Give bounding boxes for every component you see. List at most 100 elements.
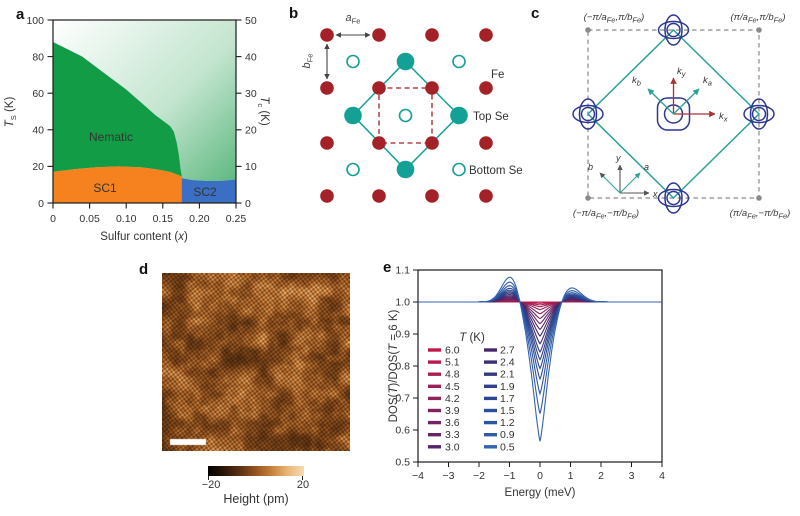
- dos-x-tick-label: −3: [443, 470, 455, 482]
- stm-topograph: [162, 273, 350, 451]
- fe-atom: [479, 28, 493, 42]
- a-axis-inset-label: a: [644, 162, 649, 172]
- dos-y-axis-label: DOS(T)/DOS(T = 6 K): [388, 309, 400, 422]
- sulfur-tick-label: 0.25: [226, 213, 247, 225]
- phase-ticks: 0 20 40 60 80 100 0 10 20 30 40 50 0 0.05 0.10 0.15 0.20…: [26, 15, 256, 225]
- kb-label: kb: [632, 75, 641, 88]
- panel-d-letter: d: [139, 261, 149, 278]
- fe-dashed-cell: [378, 87, 433, 144]
- legend-temperature-label: 6.0: [445, 345, 460, 357]
- legend-temperature-label: 4.5: [445, 381, 460, 393]
- a-axis-arrow: [619, 172, 641, 194]
- dos-y-tick-label: 0.5: [395, 457, 410, 469]
- electron-pocket-top: [657, 14, 690, 46]
- axes-inset: x y a b: [588, 153, 658, 199]
- fe-atom: [372, 136, 386, 150]
- fe-bz-diamond: [586, 28, 761, 200]
- fe-atom: [372, 189, 386, 203]
- b-axis-inset-label: b: [588, 162, 593, 172]
- fe-atom: [320, 28, 334, 42]
- legend-temperature-label: 5.1: [445, 357, 460, 369]
- fe-atom: [372, 81, 386, 95]
- panel-c-brillouin-zone: ky kx kb ka x y a b (−π/aFe,π/bFe) (π/aF…: [572, 12, 791, 221]
- legend-temperature-label: 1.7: [500, 393, 515, 405]
- ts-tick-label: 60: [32, 88, 44, 100]
- top-se-atom: [396, 160, 415, 179]
- sulfur-tick-label: 0.05: [79, 213, 100, 225]
- fe-atom: [320, 81, 334, 95]
- sc1-region: [53, 166, 182, 203]
- nematic-region: [53, 42, 182, 177]
- ts-tick-label: 80: [32, 51, 44, 63]
- dos-y-tick-label: 0.8: [395, 361, 410, 373]
- bz-corner-label-tr: (π/aFe,π/bFe): [730, 12, 785, 25]
- lattice-atoms: [320, 28, 493, 203]
- dos-x-tick-label: −1: [504, 470, 516, 482]
- b-fe-label: bFe: [301, 54, 315, 69]
- x-axis-inset-label: x: [652, 189, 658, 199]
- legend-temperature-label: 1.5: [500, 405, 515, 417]
- colorbar-title: Height (pm): [223, 492, 289, 506]
- y-axis-right-label: Tc (K): [256, 96, 270, 125]
- height-colorbar: [208, 466, 304, 476]
- electron-pocket-bottom: [657, 182, 690, 214]
- tc-tick-label: 20: [245, 125, 257, 137]
- legend-temperature-label: 2.7: [500, 345, 515, 357]
- tc-tick-label: 10: [245, 161, 257, 173]
- colorbar-tick-right: [302, 476, 303, 480]
- legend-temperature-label: 4.8: [445, 369, 460, 381]
- tc-tick-label: 0: [245, 198, 251, 210]
- dos-x-tick-label: −2: [473, 470, 485, 482]
- legend-temperature-label: 0.9: [500, 429, 515, 441]
- dos-y-tick-label: 0.6: [395, 425, 410, 437]
- ka-label: ka: [703, 75, 712, 88]
- panel-b-letter: b: [289, 5, 299, 22]
- ts-tick-label: 0: [38, 198, 44, 210]
- tc-tick-label: 40: [245, 51, 257, 63]
- dos-x-tick-label: 2: [598, 470, 604, 482]
- colorbar-max-label: 20: [296, 479, 310, 491]
- legend-temperature-label: 1.9: [500, 381, 515, 393]
- electron-pocket-right: [743, 98, 775, 130]
- ts-tick-label: 20: [32, 161, 44, 173]
- bottom-se-atom: [346, 162, 360, 177]
- sc2-region: [181, 178, 236, 203]
- dos-dynamic: 0.5 0.6 0.7 0.8 0.9 1.0 1.1 −4 −3 −2 −1 0 1 2 3 4 6.05.1…: [395, 265, 665, 483]
- fe-atom: [372, 28, 386, 42]
- top-se-legend-label: Top Se: [473, 111, 509, 123]
- legend-temperature-label: 3.6: [445, 417, 460, 429]
- sulfur-tick-label: 0.20: [189, 213, 210, 225]
- bottom-se-atom: [346, 54, 360, 69]
- tc-tick-label: 30: [245, 88, 257, 100]
- dos-x-tick-label: 3: [629, 470, 635, 482]
- fe-legend-label: Fe: [491, 69, 504, 81]
- dos-x-axis-label: Energy (meV): [505, 487, 576, 499]
- fe-atom: [320, 189, 334, 203]
- bz-corner-label-bl: (−π/aFe,−π/bFe): [573, 208, 639, 221]
- fe-atom: [425, 28, 439, 42]
- sulfur-tick-label: 0.15: [153, 213, 174, 225]
- dos-y-tick-label: 0.7: [395, 393, 410, 405]
- nematic-label: Nematic: [89, 130, 133, 144]
- ts-tick-label: 40: [32, 125, 44, 137]
- dos-x-tick-label: −4: [412, 470, 424, 482]
- top-se-atom: [450, 106, 468, 125]
- phase-regions: [52, 19, 237, 204]
- bz-corner-label-br: (π/aFe,−π/bFe): [730, 208, 791, 221]
- colorbar-min-label: −20: [201, 479, 221, 491]
- bottom-se-atom: [398, 108, 413, 123]
- dos-y-tick-label: 1.1: [395, 265, 410, 277]
- y-axis-inset-label: y: [615, 153, 621, 163]
- bz-corner-label-tl: (−π/aFe,π/bFe): [584, 12, 645, 25]
- legend-temperature-label: 2.1: [500, 369, 515, 381]
- legend-temperature-label: 2.4: [500, 357, 515, 369]
- dos-x-tick-label: 4: [659, 470, 665, 482]
- sc2-label: SC2: [193, 185, 217, 199]
- legend-temperature-label: 1.2: [500, 417, 515, 429]
- legend-temperature-label: 4.2: [445, 393, 460, 405]
- dos-curve: [418, 276, 662, 442]
- panel-c-letter: c: [531, 5, 540, 22]
- fe-atom: [425, 136, 439, 150]
- electron-pocket-left: [572, 98, 604, 130]
